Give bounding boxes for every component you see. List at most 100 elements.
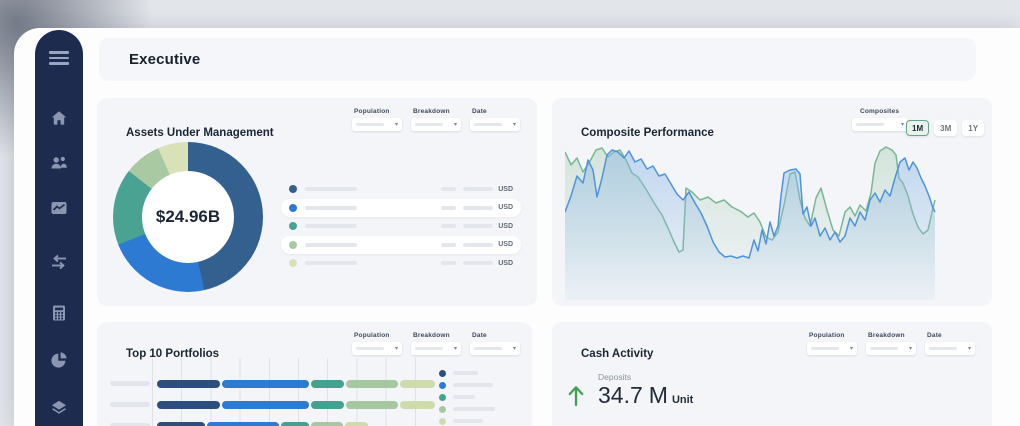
composites-select[interactable]: ▾	[852, 118, 908, 131]
select-skeleton	[929, 347, 957, 350]
home-icon[interactable]	[35, 109, 83, 127]
composite-chart	[565, 146, 936, 300]
legend-dot	[289, 222, 297, 230]
chevron-down-icon: ▾	[453, 121, 457, 128]
sidebar	[35, 30, 83, 426]
calculator-icon[interactable]	[35, 304, 83, 322]
legend-value-skeleton	[441, 261, 457, 265]
date-select[interactable]: ▾	[925, 342, 975, 355]
composites-filter: Composites ▾	[852, 108, 908, 131]
legend-name-skeleton	[453, 407, 495, 411]
menu-icon[interactable]	[35, 51, 83, 65]
top10-legend-row	[439, 403, 495, 415]
date-select[interactable]: ▾	[470, 118, 520, 131]
row-label-skeleton	[110, 402, 150, 407]
deposits-scale: M	[648, 382, 668, 408]
legend-value-skeleton	[463, 261, 494, 265]
deposits-label: Deposits	[598, 372, 632, 382]
chevron-down-icon: ▾	[512, 121, 516, 128]
legend-name-skeleton	[453, 371, 478, 375]
card-title: Assets Under Management	[126, 126, 274, 139]
holdings-icon[interactable]	[35, 399, 83, 417]
currency-label: USD	[498, 222, 513, 230]
aum-legend-row[interactable]: USD	[281, 235, 521, 254]
legend-name-skeleton	[453, 383, 493, 387]
transfers-icon[interactable]	[35, 253, 83, 271]
legend-value-skeleton	[441, 242, 457, 247]
legend-name-skeleton	[305, 205, 357, 210]
legend-dot	[289, 185, 297, 193]
deposits-unit: Unit	[671, 394, 694, 406]
legend-name-skeleton	[453, 419, 483, 423]
chevron-down-icon: ▾	[453, 345, 457, 352]
filter-label: Composites	[860, 108, 900, 115]
legend-dot	[439, 417, 446, 425]
legend-value-skeleton	[463, 242, 494, 247]
clients-icon[interactable]	[35, 154, 83, 172]
bar-segment	[157, 380, 220, 388]
population-select[interactable]: ▾	[352, 118, 402, 131]
filter-label: Population	[809, 332, 845, 339]
chevron-down-icon: ▾	[512, 345, 516, 352]
range-toggle-group: 1M 3M 1Y	[906, 120, 985, 136]
filter-label: Breakdown	[413, 108, 450, 115]
legend-dot	[439, 393, 446, 401]
legend-value-skeleton	[441, 224, 457, 228]
stacked-bar	[157, 422, 368, 426]
currency-label: USD	[498, 204, 513, 211]
filter-label: Breakdown	[413, 332, 450, 339]
allocation-icon[interactable]	[35, 351, 83, 369]
filter-group: Date ▾	[470, 332, 520, 355]
card-assets-under-management: Assets Under Management Population ▾ Break…	[97, 98, 537, 306]
chevron-down-icon: ▾	[849, 345, 853, 352]
bar-segment	[346, 380, 398, 388]
breakdown-select[interactable]: ▾	[411, 118, 461, 131]
filter-group: Population ▾	[352, 108, 402, 131]
filter-group: Population ▾	[352, 332, 402, 355]
range-button-3m[interactable]: 3M	[934, 120, 958, 136]
breakdown-select[interactable]: ▾	[866, 342, 916, 355]
breakdown-select[interactable]: ▾	[411, 342, 461, 355]
range-button-1m[interactable]: 1M	[906, 120, 930, 136]
date-select[interactable]: ▾	[470, 342, 520, 355]
row-label-skeleton	[110, 381, 150, 386]
bar-segment	[400, 401, 435, 409]
aum-legend-row[interactable]: USD	[281, 180, 521, 198]
legend-name-skeleton	[305, 224, 357, 228]
select-skeleton	[856, 123, 884, 126]
card-composite-performance: Composite Performance Composites ▾ 1M 3M 1…	[552, 98, 992, 306]
legend-dot	[439, 369, 446, 377]
aum-legend: USD USD USD USD USD	[281, 180, 521, 273]
filter-group: Date ▾	[470, 108, 520, 131]
chevron-down-icon: ▾	[394, 345, 398, 352]
aum-donut-hole: $24.96B	[142, 171, 234, 263]
population-select[interactable]: ▾	[352, 342, 402, 355]
aum-legend-row[interactable]: USD	[281, 198, 521, 217]
range-button-1y[interactable]: 1Y	[962, 120, 985, 136]
performance-icon[interactable]	[35, 199, 83, 217]
filter-group: Breakdown ▾	[411, 108, 461, 131]
aum-filters: Population ▾ Breakdown ▾ Date ▾	[352, 108, 520, 131]
stacked-bar	[157, 401, 435, 409]
chevron-down-icon: ▾	[900, 121, 904, 128]
population-select[interactable]: ▾	[807, 342, 857, 355]
card-title: Cash Activity	[581, 347, 654, 360]
top10-filters: Population ▾ Breakdown ▾ Date ▾	[352, 332, 520, 355]
legend-dot	[289, 240, 297, 249]
select-skeleton	[474, 123, 502, 126]
filter-label: Breakdown	[868, 332, 905, 339]
legend-value-skeleton	[463, 187, 494, 191]
deposits-up-arrow-icon	[568, 386, 584, 407]
blue-series-area	[565, 150, 935, 300]
bar-segment	[311, 380, 344, 388]
row-label-skeleton	[110, 423, 150, 426]
bar-segment	[207, 422, 279, 426]
blue-series-line	[565, 149, 936, 259]
filter-label: Date	[472, 332, 487, 339]
page-title: Executive	[129, 51, 201, 68]
filter-group: Population ▾	[807, 332, 857, 355]
aum-legend-row[interactable]: USD	[281, 217, 521, 235]
aum-legend-row[interactable]: USD	[281, 254, 521, 272]
deposits-metric: 34.7 M Unit	[598, 382, 693, 409]
